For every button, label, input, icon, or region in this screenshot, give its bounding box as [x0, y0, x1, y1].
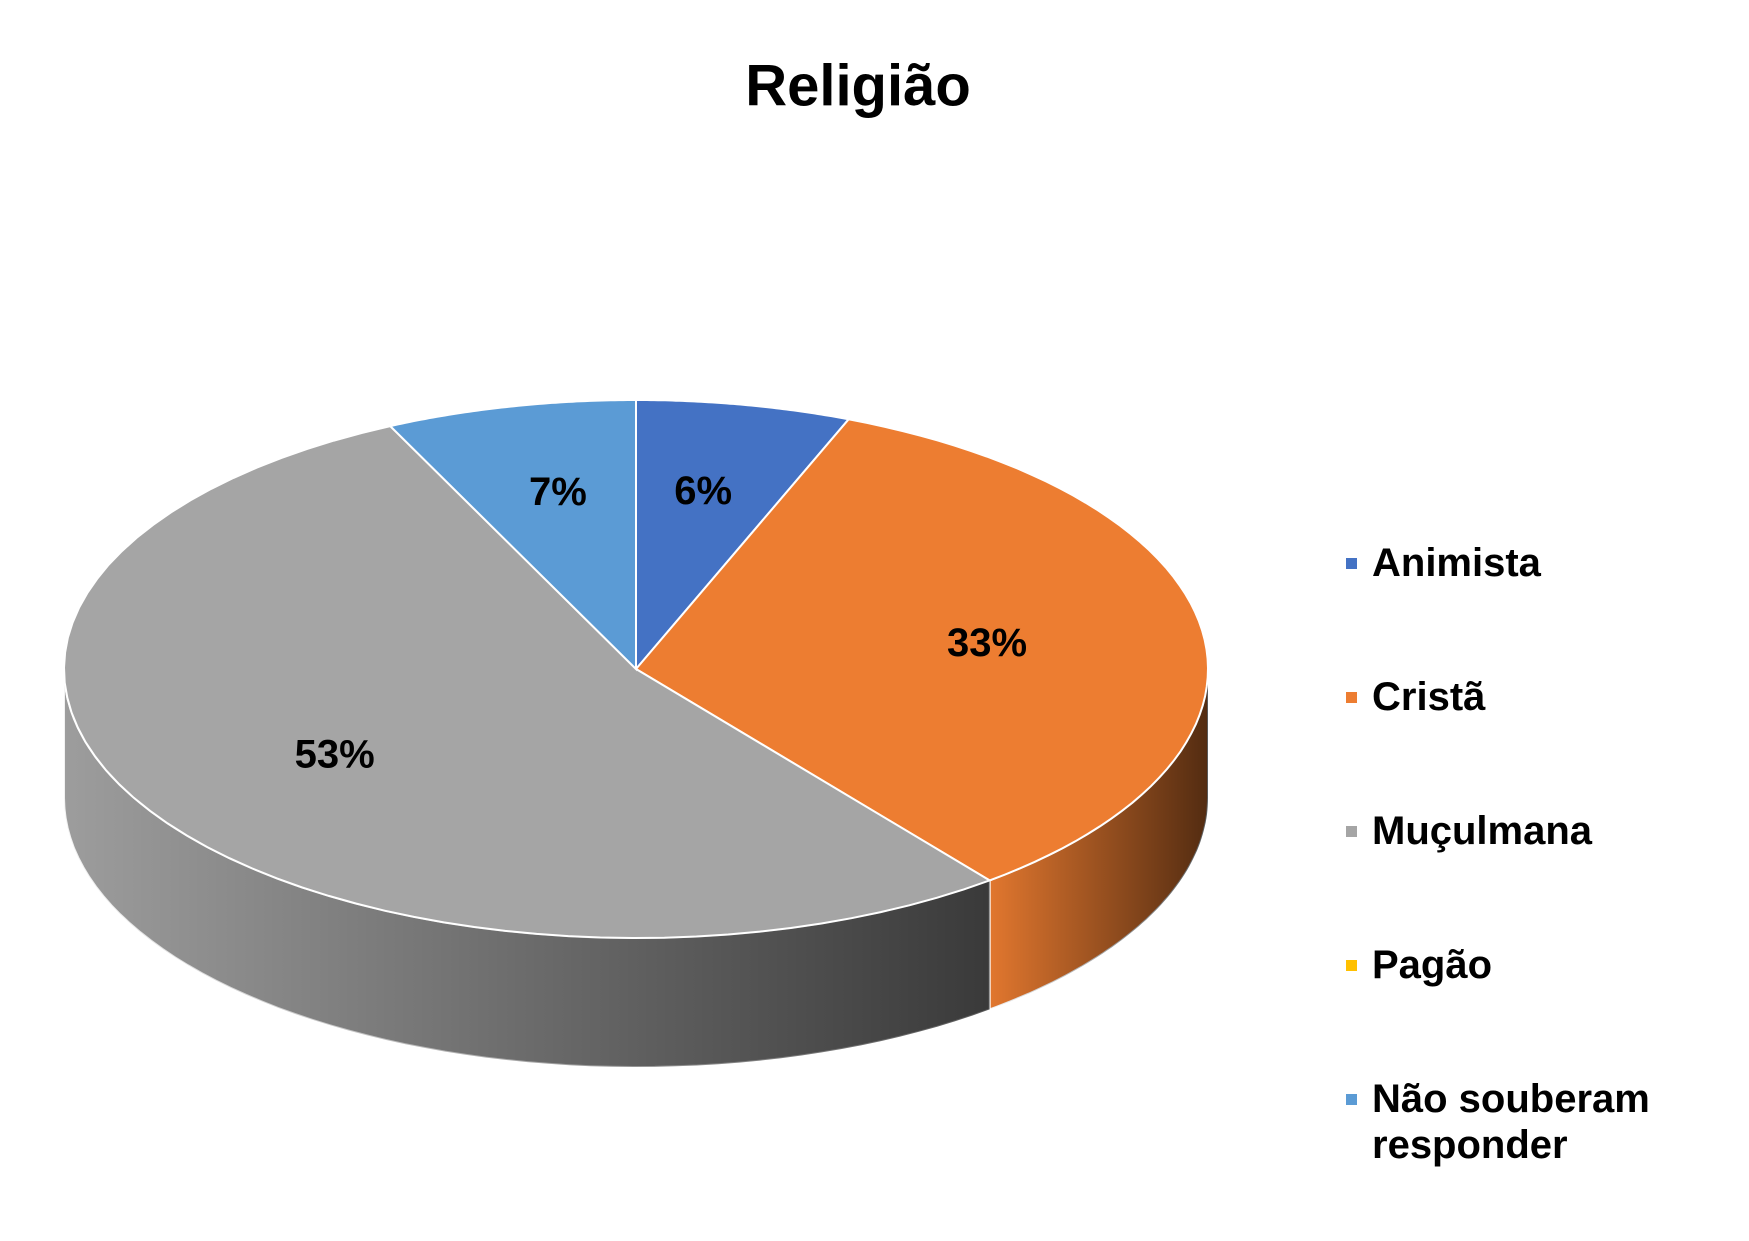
- legend-item: Animista: [1340, 540, 1740, 674]
- legend-item: Cristã: [1340, 674, 1740, 808]
- legend-swatch: [1346, 826, 1357, 837]
- slice: [62, 424, 992, 940]
- chart-title: Religião: [745, 53, 971, 118]
- legend-label: Cristã: [1372, 675, 1486, 719]
- data-label: 33%: [947, 621, 1027, 665]
- legend: Animista Cristã Muçulmana Pagão Não souberam…: [1340, 540, 1740, 1210]
- legend-label: Animista: [1372, 541, 1541, 585]
- legend-swatch: [1346, 558, 1357, 569]
- data-label: 7%: [529, 470, 587, 514]
- legend-label: Pagão: [1372, 943, 1493, 987]
- legend-swatch: [1346, 692, 1357, 703]
- slice: [388, 399, 637, 672]
- legend-swatch: [1346, 1094, 1357, 1105]
- slice-side-shade: [989, 669, 1208, 1010]
- legend-swatch: [1346, 960, 1357, 971]
- legend-item: Não souberam responder: [1340, 1076, 1740, 1210]
- data-label: 53%: [295, 732, 375, 776]
- legend-item: Muçulmana: [1340, 808, 1740, 942]
- slice: [635, 399, 851, 672]
- slice: [634, 418, 1210, 882]
- legend-item: Pagão: [1340, 942, 1740, 1076]
- legend-label: Muçulmana: [1372, 809, 1593, 853]
- legend-label: Não souberam responder: [1372, 1077, 1650, 1167]
- slice-side-shade: [64, 669, 990, 1067]
- data-label: 6%: [674, 469, 732, 513]
